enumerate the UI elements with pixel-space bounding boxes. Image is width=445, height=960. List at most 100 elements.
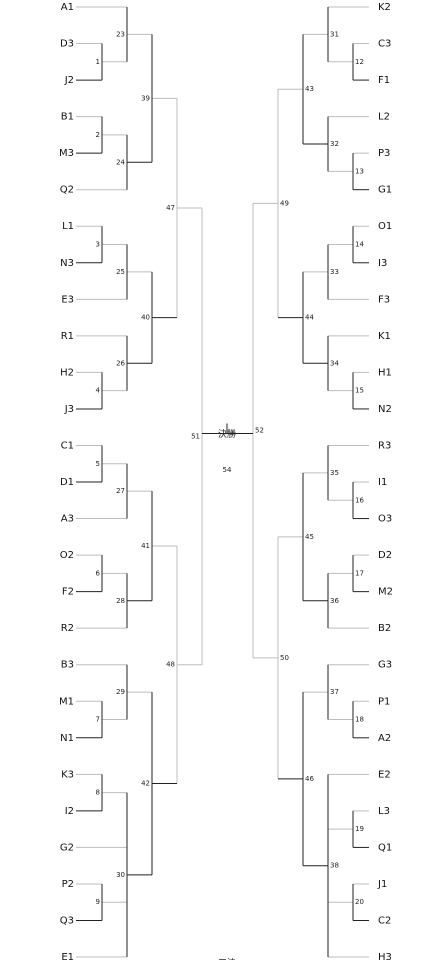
right-match-16: 16: [355, 496, 364, 504]
right-match-32: 32: [330, 140, 339, 148]
left-match-28: 28: [116, 597, 125, 605]
left-match-48: 48: [166, 661, 175, 669]
right-team-o3: O3: [378, 514, 392, 525]
left-team-e3: E3: [61, 294, 74, 305]
right-team-l3: L3: [378, 806, 390, 817]
left-match-47: 47: [166, 204, 175, 212]
left-match-6: 6: [96, 569, 101, 577]
left-team-j3: J3: [64, 404, 74, 415]
right-match-43: 43: [305, 85, 314, 93]
left-match-2: 2: [96, 131, 100, 139]
right-team-c2: C2: [378, 916, 391, 927]
right-match-46: 46: [305, 775, 314, 783]
right-team-a2: A2: [378, 733, 391, 744]
left-match-23: 23: [116, 30, 125, 38]
right-match-34: 34: [330, 359, 339, 367]
left-match-41: 41: [141, 542, 150, 550]
right-match-12: 12: [355, 58, 364, 66]
right-match-20: 20: [355, 898, 364, 906]
bracket-labels: A1 D3 J2 B1 M3 Q2 L1 N3 E3 R1 H2 J3 C1 D1 A3 O2 F2 R2 B3 M1…: [59, 2, 393, 960]
left-team-e1: E1: [61, 952, 74, 960]
right-match-49: 49: [280, 199, 289, 207]
right-team-k1: K1: [378, 331, 391, 342]
right-match-15: 15: [355, 387, 364, 395]
right-team-j1: J1: [377, 879, 387, 890]
left-team-n1: N1: [60, 733, 74, 744]
left-match-8: 8: [96, 789, 100, 797]
left-match-27: 27: [116, 487, 125, 495]
right-match-31: 31: [330, 30, 339, 38]
right-match-33: 33: [330, 268, 339, 276]
right-team-o1: O1: [378, 221, 392, 232]
left-match-25: 25: [116, 268, 125, 276]
left-match-26: 26: [116, 359, 125, 367]
right-team-n2: N2: [378, 404, 392, 415]
left-match-51: 51: [191, 432, 200, 440]
right-match-18: 18: [355, 716, 364, 724]
bracket-lines-secondary: [76, 6, 369, 958]
left-match-24: 24: [116, 158, 125, 166]
left-team-q3: Q3: [60, 916, 74, 927]
right-match-35: 35: [330, 469, 339, 477]
left-match-4: 4: [96, 387, 101, 395]
right-team-f1: F1: [378, 75, 390, 86]
left-team-i2: I2: [65, 806, 74, 817]
left-team-b1: B1: [61, 112, 74, 123]
left-match-7: 7: [96, 716, 100, 724]
left-team-f2: F2: [62, 587, 74, 598]
right-team-g1: G1: [378, 185, 392, 196]
left-team-r1: R1: [61, 331, 74, 342]
left-team-g2: G2: [60, 842, 74, 853]
right-match-36: 36: [330, 597, 339, 605]
left-team-p2: P2: [62, 879, 74, 890]
right-team-r3: R3: [378, 440, 391, 451]
right-match-19: 19: [355, 825, 364, 833]
right-match-13: 13: [355, 167, 364, 175]
right-match-17: 17: [355, 569, 364, 577]
left-team-o2: O2: [60, 550, 74, 561]
left-team-q2: Q2: [60, 185, 74, 196]
right-team-q1: Q1: [378, 842, 392, 853]
left-team-h2: H2: [60, 367, 74, 378]
right-match-45: 45: [305, 533, 314, 541]
right-team-h3: H3: [378, 952, 392, 960]
right-team-m2: M2: [378, 587, 393, 598]
final-match-number: 54: [223, 466, 232, 474]
left-match-5: 5: [96, 460, 100, 468]
right-team-p1: P1: [378, 696, 390, 707]
right-match-14: 14: [355, 241, 364, 249]
left-match-1: 1: [96, 58, 100, 66]
right-team-f3: F3: [378, 294, 390, 305]
left-team-d3: D3: [60, 39, 74, 50]
left-match-9: 9: [96, 898, 100, 906]
left-team-c1: C1: [61, 440, 74, 451]
left-match-3: 3: [96, 241, 100, 249]
left-match-30: 30: [116, 871, 125, 879]
right-match-52: 52: [255, 427, 264, 435]
right-match-37: 37: [330, 688, 339, 696]
right-team-b2: B2: [378, 623, 391, 634]
right-match-38: 38: [330, 862, 339, 870]
final-title: 決勝: [218, 428, 236, 440]
right-team-i3: I3: [378, 258, 387, 269]
left-team-d1: D1: [60, 477, 74, 488]
left-team-k3: K3: [61, 769, 74, 780]
left-team-m1: M1: [59, 696, 74, 707]
left-team-b3: B3: [61, 660, 74, 671]
left-team-n3: N3: [60, 258, 74, 269]
right-team-i1: I1: [378, 477, 387, 488]
left-team-m3: M3: [59, 148, 74, 159]
left-match-29: 29: [116, 688, 125, 696]
right-team-l2: L2: [378, 112, 390, 123]
right-team-g3: G3: [378, 660, 392, 671]
bracket-lines-primary: [76, 7, 369, 958]
left-match-42: 42: [141, 779, 150, 787]
right-match-44: 44: [305, 314, 314, 322]
left-match-39: 39: [141, 94, 150, 102]
right-team-e2: E2: [378, 769, 391, 780]
right-team-k2: K2: [378, 2, 391, 13]
right-team-c3: C3: [378, 39, 391, 50]
right-team-p3: P3: [378, 148, 390, 159]
left-team-a3: A3: [61, 514, 74, 525]
left-team-a1: A1: [61, 2, 74, 13]
